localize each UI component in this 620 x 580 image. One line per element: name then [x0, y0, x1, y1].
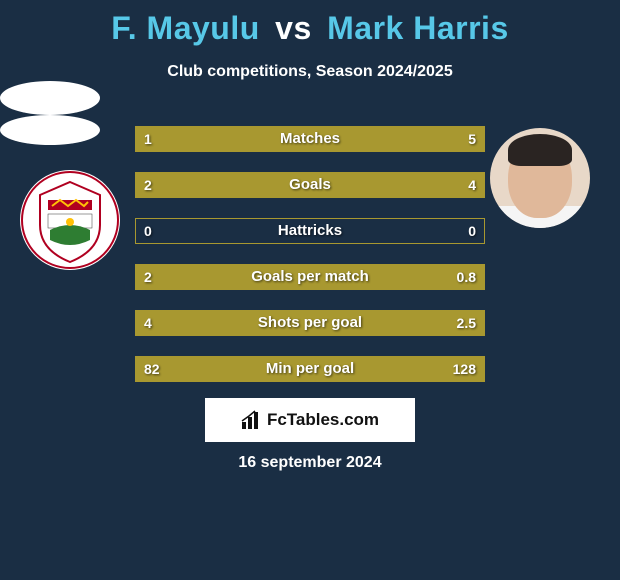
stat-bar-row: 15Matches — [135, 126, 485, 152]
stat-label: Shots per goal — [136, 311, 484, 335]
player1-placeholder-oval — [0, 81, 100, 115]
stat-label: Matches — [136, 127, 484, 151]
chart-icon — [241, 410, 263, 430]
player1-name: F. Mayulu — [111, 10, 260, 46]
stat-label: Goals per match — [136, 265, 484, 289]
stat-bar-row: 00Hattricks — [135, 218, 485, 244]
stat-bars-container: 15Matches 24Goals 00Hattricks 20.8Goals per… — [135, 126, 485, 402]
player1-club-badge — [20, 170, 120, 270]
date-text: 16 september 2024 — [0, 454, 620, 472]
stat-label: Goals — [136, 173, 484, 197]
player2-avatar — [490, 128, 590, 228]
vs-text: vs — [275, 10, 312, 46]
subtitle: Club competitions, Season 2024/2025 — [0, 63, 620, 81]
stat-label: Min per goal — [136, 357, 484, 381]
badge-label: FcTables.com — [267, 410, 379, 430]
stat-bar-row: 24Goals — [135, 172, 485, 198]
stat-bar-row: 82128Min per goal — [135, 356, 485, 382]
player2-name: Mark Harris — [327, 10, 509, 46]
comparison-title: F. Mayulu vs Mark Harris — [0, 0, 620, 47]
stat-label: Hattricks — [136, 219, 484, 243]
player2-club-placeholder — [0, 115, 100, 145]
stat-bar-row: 42.5Shots per goal — [135, 310, 485, 336]
fctables-badge: FcTables.com — [205, 398, 415, 442]
stat-bar-row: 20.8Goals per match — [135, 264, 485, 290]
